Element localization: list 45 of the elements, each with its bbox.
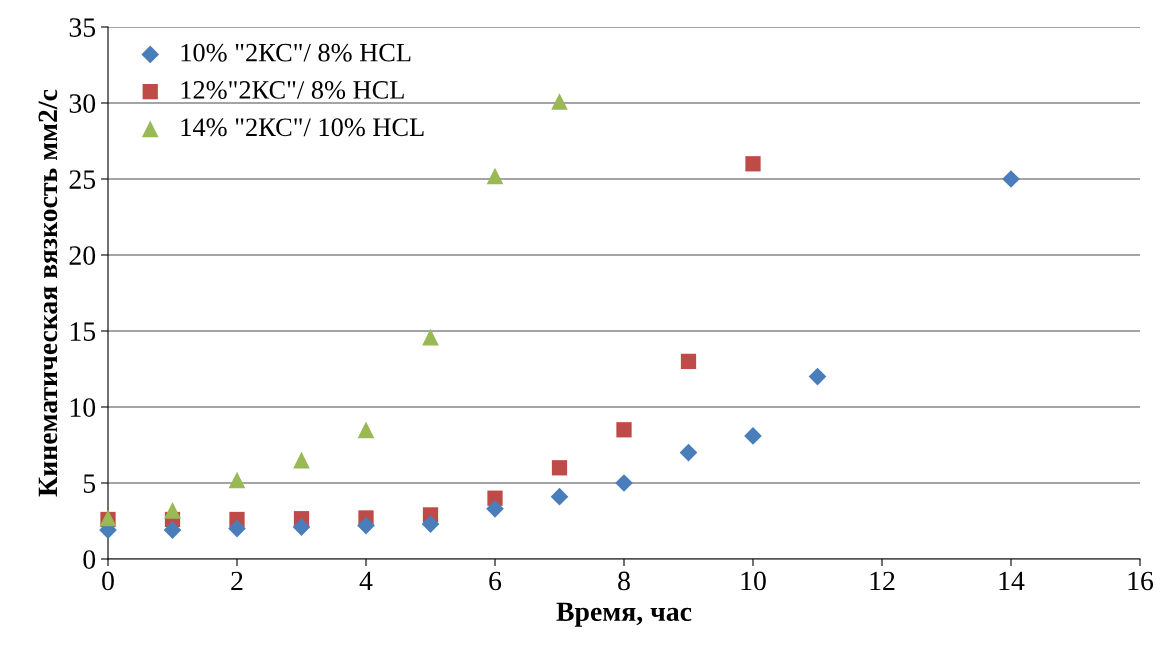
x-tick-label: 8 [618,571,630,591]
x-tick-label: 10 [741,571,766,591]
x-tick-label: 4 [359,571,373,591]
point [422,328,439,346]
legend-label: 12%"2КС"/ 8% HCL [181,81,404,99]
point [228,519,246,538]
point [293,451,310,469]
x-tick-label: 6 [489,571,502,591]
point [615,474,633,492]
x-tick-label: 16 [1128,571,1154,591]
point [357,516,375,535]
point [486,500,504,518]
point [551,460,568,476]
point [164,502,181,519]
point [486,167,504,185]
y-tick-label: 20 [69,246,96,265]
legend-label: 10% "2КС"/ 8% HCL [181,43,411,62]
x-axis-title: Время, час [556,602,692,627]
point [616,422,632,438]
point [744,427,762,445]
y-tick-label: 25 [69,170,96,189]
y-tick-label: 5 [83,474,96,493]
x-tick-label: 0 [102,571,114,591]
point [357,421,375,439]
x-tick-label: 14 [999,571,1025,591]
point [550,487,569,506]
point [292,518,311,536]
y-axis-title: Кинематическая вязкость мм2/с [38,89,58,497]
point [163,521,182,539]
point [745,156,761,172]
point [1002,170,1020,188]
y-tick-label: 30 [69,94,96,113]
y-tick-label: 35 [69,18,96,37]
point [421,515,440,533]
point [679,443,698,462]
point [808,367,827,386]
legend-label: 14% "2КС"/ 10% HCL [181,118,424,137]
y-tick-label: 10 [70,398,96,417]
y-tick-label: 15 [70,322,96,341]
x-tick-label: 12 [870,571,895,591]
point [228,471,246,489]
point [551,93,568,110]
y-tick-label: 0 [83,550,96,569]
point [680,353,697,370]
x-tick-label: 2 [231,571,243,591]
